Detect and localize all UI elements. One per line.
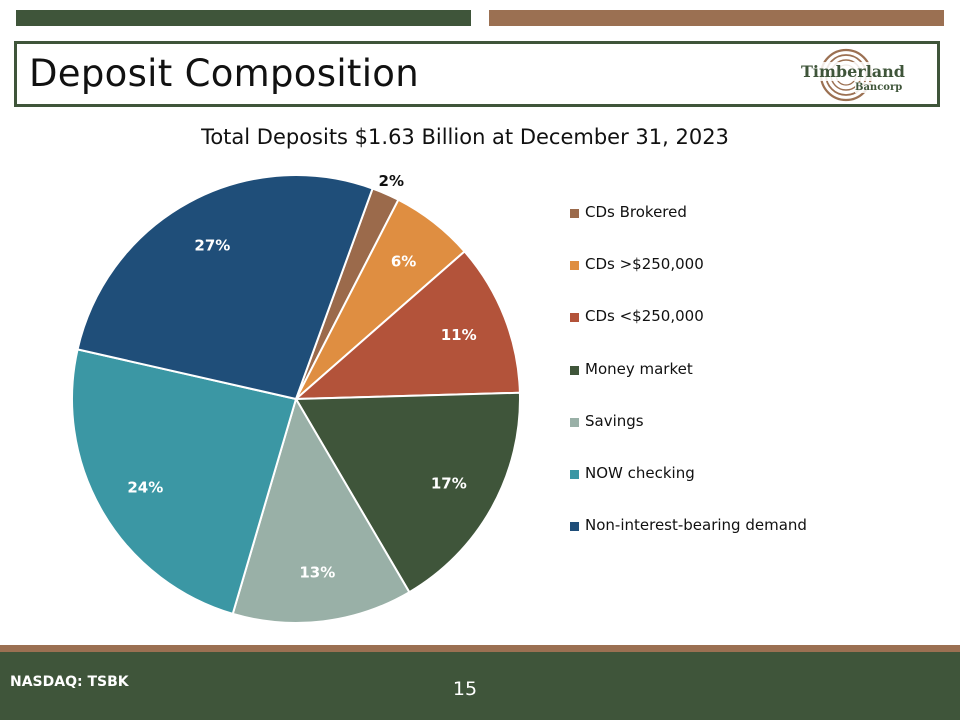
pie-slice-cds-250-000 — [293, 250, 521, 401]
company-logo: Timberland Bancorp — [797, 48, 909, 104]
top-accent-bar-brown — [489, 10, 944, 26]
legend-swatch — [570, 365, 579, 375]
legend-label: NOW checking — [585, 464, 695, 482]
pie-data-label: 17% — [431, 475, 467, 493]
legend-label: Non-interest-bearing demand — [585, 516, 807, 535]
pie-slice-savings — [231, 396, 411, 624]
pie-slice-now-checking — [71, 348, 298, 616]
legend-swatch — [570, 261, 579, 271]
legend-label: Money market — [585, 359, 693, 378]
pie-data-label: 6% — [391, 252, 416, 270]
footer-ticker: NASDAQ: TSBK — [10, 674, 129, 690]
legend-label: CDs <$250,000 — [585, 307, 704, 326]
legend-swatch — [570, 313, 579, 323]
pie-data-label: 24% — [127, 478, 163, 496]
top-accent-bar-green — [16, 10, 471, 26]
pie-slice-money-market — [294, 391, 521, 594]
pie-data-label: 11% — [441, 326, 477, 344]
pie-data-label: 2% — [379, 172, 404, 190]
pie-data-label: 27% — [194, 237, 230, 255]
legend-label: Savings — [585, 411, 644, 430]
legend-swatch — [570, 209, 579, 218]
logo-subtitle: Bancorp — [855, 82, 903, 93]
legend-label: CDs Brokered — [585, 203, 687, 221]
footer-stripe — [0, 645, 960, 652]
pie-data-label: 13% — [299, 563, 335, 581]
title-box: Deposit Composition Timberland Bancorp — [14, 41, 940, 107]
slide-title: Deposit Composition — [29, 52, 419, 95]
page-number: 15 — [452, 678, 478, 700]
legend-swatch — [570, 470, 579, 479]
logo-name: Timberland — [797, 62, 909, 81]
legend-swatch — [570, 522, 579, 532]
chart-title: Total Deposits $1.63 Billion at December… — [201, 125, 729, 149]
footer-bar: NASDAQ: TSBK 15 — [0, 652, 960, 720]
pie-slice-non-interest-bearing-demand — [76, 174, 374, 401]
legend-swatch — [570, 417, 579, 427]
legend-label: CDs >$250,000 — [585, 255, 704, 274]
